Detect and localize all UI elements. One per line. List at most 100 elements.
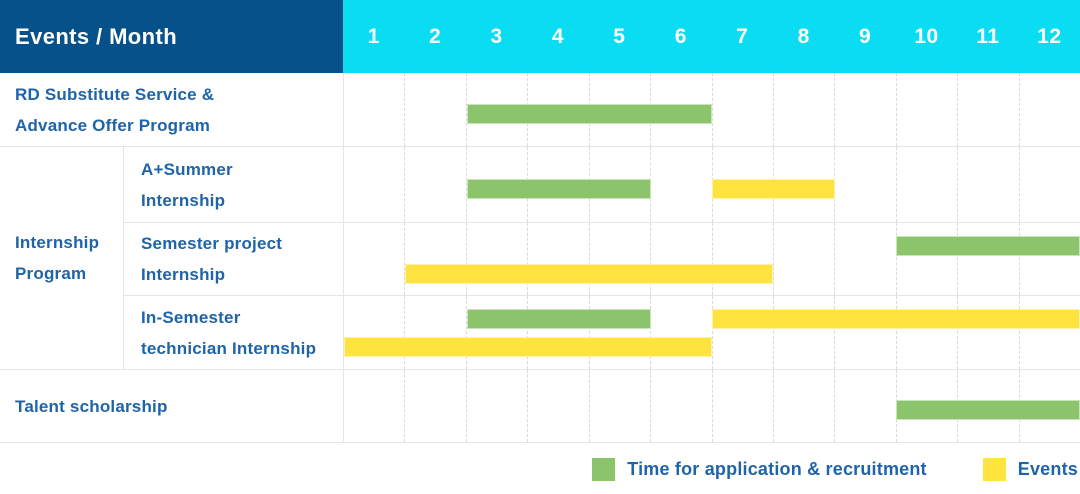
application-recruitment-bar	[466, 103, 712, 124]
month-label-8: 8	[797, 24, 810, 48]
event-row-talent-scholarship: Talent scholarship	[0, 369, 1080, 442]
month-cell	[404, 370, 465, 442]
legend-swatch-yellow	[982, 457, 1006, 481]
month-cell	[650, 223, 711, 295]
group-internship-program: Internship Program A+Summer Internship Semes…	[0, 146, 1080, 369]
month-cell	[895, 296, 957, 369]
month-cell	[834, 370, 895, 442]
schedule-table: Events / Month 1 2 3 4 5 6 7 8 9 10 11 12 RD Substi…	[0, 0, 1080, 443]
month-cell	[588, 296, 650, 369]
month-cell	[1018, 147, 1080, 222]
month-cell	[588, 370, 650, 442]
month-cell	[465, 223, 527, 295]
month-cell	[404, 147, 465, 222]
month-cell	[711, 223, 773, 295]
month-cell	[344, 223, 404, 295]
month-cell	[772, 370, 834, 442]
month-cell	[711, 73, 773, 146]
month-header-band: 1 2 3 4 5 6 7 8 9 10 11 12	[343, 0, 1080, 73]
timeline	[343, 73, 1080, 146]
month-cell	[344, 370, 404, 442]
month-label-7: 7	[736, 24, 749, 48]
month-label-1: 1	[367, 24, 380, 48]
month-cell	[957, 223, 1018, 295]
month-cell	[1018, 223, 1080, 295]
month-label-2: 2	[429, 24, 442, 48]
application-recruitment-bar	[466, 309, 651, 329]
month-cell	[957, 73, 1018, 146]
group-label-internship-program: Internship Program	[15, 233, 100, 283]
month-cell	[895, 147, 957, 222]
month-cell	[772, 73, 834, 146]
event-row-semester-project-internship: Semester project Internship	[123, 222, 1080, 295]
month-cell	[711, 296, 773, 369]
events-bar	[712, 178, 835, 199]
event-row-in-semester-technician-internship: In-Semester technician Internship	[123, 295, 1080, 369]
month-cell	[834, 147, 895, 222]
month-cell	[527, 223, 588, 295]
legend-label: Time for application & recruitment	[627, 458, 927, 479]
month-cell	[1018, 73, 1080, 146]
table-body: RD Substitute Service & Advance Offer Pro…	[0, 73, 1080, 442]
month-cell	[711, 370, 773, 442]
table-header-row: Events / Month 1 2 3 4 5 6 7 8 9 10 11 12	[0, 0, 1080, 73]
event-row-rd-substitute: RD Substitute Service & Advance Offer Pro…	[0, 73, 1080, 146]
month-cell	[344, 296, 404, 369]
legend-label: Events	[1017, 458, 1078, 479]
event-label-talent-scholarship: Talent scholarship	[15, 396, 168, 416]
month-label-11: 11	[976, 24, 1000, 48]
application-recruitment-bar	[466, 178, 651, 199]
month-cell	[650, 147, 711, 222]
events-bar	[344, 337, 712, 357]
timeline	[343, 296, 1080, 369]
month-cell	[957, 296, 1018, 369]
month-cell	[465, 147, 527, 222]
events-bar	[405, 264, 774, 284]
event-label-in-semester-technician-internship: In-Semester technician Internship	[123, 296, 343, 369]
application-recruitment-bar	[896, 236, 1080, 256]
month-cell	[834, 296, 895, 369]
month-cell	[465, 73, 527, 146]
month-cell	[404, 73, 465, 146]
event-row-a-plus-summer-internship: A+Summer Internship	[123, 147, 1080, 222]
timeline	[343, 223, 1080, 295]
month-label-9: 9	[858, 24, 872, 48]
month-label-5: 5	[613, 24, 626, 48]
month-cell	[1018, 296, 1080, 369]
month-cell	[465, 370, 527, 442]
month-label-4: 4	[551, 24, 565, 48]
events-month-header: Events / Month	[0, 0, 343, 73]
month-label-12: 12	[1037, 24, 1062, 48]
month-label-3: 3	[490, 24, 503, 48]
month-cell	[650, 296, 711, 369]
legend-item-green: Time for application & recruitment	[592, 457, 927, 481]
month-cell	[772, 223, 834, 295]
application-recruitment-bar	[896, 400, 1080, 420]
month-cell	[527, 296, 588, 369]
timeline	[343, 370, 1080, 442]
month-label-6: 6	[674, 24, 687, 48]
event-label-rd-substitute: RD Substitute Service & Advance Offer Pro…	[15, 84, 215, 135]
month-label-10: 10	[914, 24, 939, 48]
month-cell	[834, 73, 895, 146]
events-bar	[712, 309, 1080, 329]
month-cell	[588, 223, 650, 295]
group-rows: A+Summer Internship Semester project Intern…	[123, 147, 1080, 369]
month-cell	[465, 296, 527, 369]
month-cell	[895, 223, 957, 295]
legend-item-yellow: Events	[982, 457, 1078, 481]
month-cell	[404, 296, 465, 369]
month-cell	[650, 370, 711, 442]
month-cell	[527, 370, 588, 442]
timeline	[343, 147, 1080, 222]
event-label-a-plus-summer-internship: A+Summer Internship	[123, 147, 343, 222]
month-cell	[957, 147, 1018, 222]
legend: Time for application & recruitment Events	[0, 443, 1080, 494]
month-cell	[344, 147, 404, 222]
event-label-semester-project-internship: Semester project Internship	[123, 223, 343, 295]
month-cell	[344, 73, 404, 146]
month-cell	[772, 296, 834, 369]
month-cell	[895, 73, 957, 146]
month-cell	[404, 223, 465, 295]
